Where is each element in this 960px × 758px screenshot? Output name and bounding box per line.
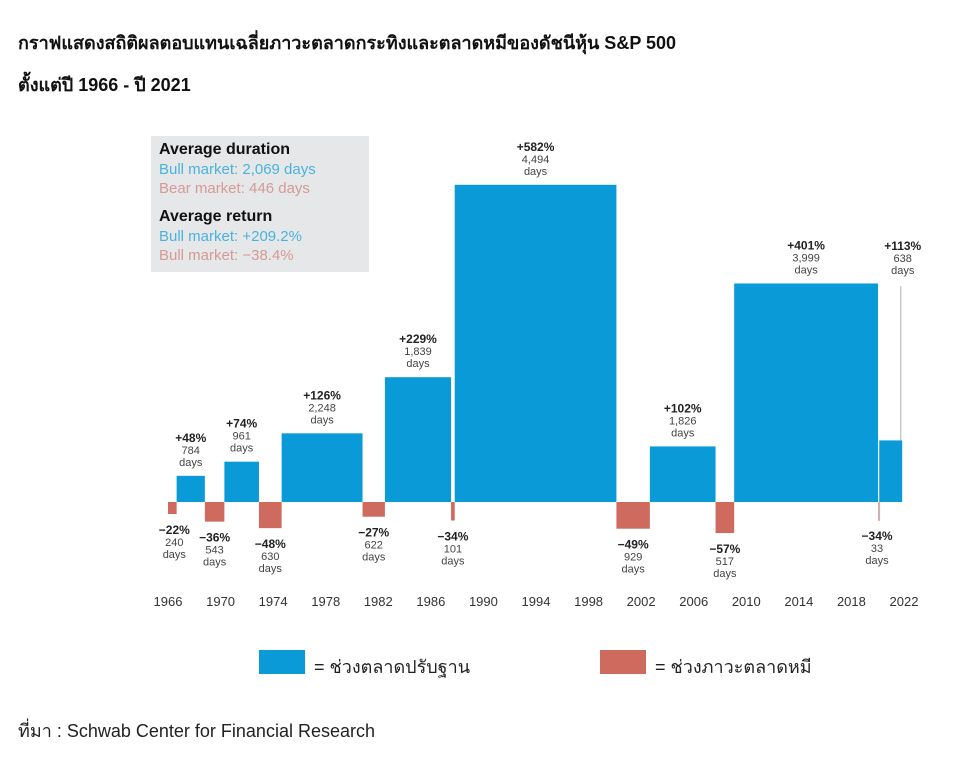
bear-duration: Bear market: 446 days xyxy=(159,180,310,197)
days-unit-label: days xyxy=(230,443,254,455)
return-heading: Average return xyxy=(159,208,273,225)
days-unit-label: days xyxy=(524,166,548,178)
bear-bar xyxy=(362,502,385,517)
legend-bear-label: = ช่วงภาวะตลาดหมี xyxy=(655,657,812,677)
bull-duration: Bull market: 2,069 days xyxy=(159,161,316,178)
days-label: 33 xyxy=(871,543,883,555)
x-tick-label: 2014 xyxy=(784,594,813,609)
bear-bar xyxy=(451,502,455,521)
days-unit-label: days xyxy=(362,552,386,564)
return-label: +126% xyxy=(303,388,341,402)
bull-bar xyxy=(384,377,452,502)
return-label: +113% xyxy=(884,239,921,253)
bull-return: Bull market: +209.2% xyxy=(159,228,302,245)
bear-bar xyxy=(204,502,225,522)
days-unit-label: days xyxy=(310,414,334,426)
days-unit-label: days xyxy=(794,264,818,276)
days-label: 240 xyxy=(165,537,183,549)
days-label: 784 xyxy=(182,445,200,457)
bear-bar xyxy=(258,502,282,529)
days-label: 517 xyxy=(716,556,734,568)
x-tick-label: 2006 xyxy=(679,594,708,609)
bear-bar xyxy=(616,502,650,529)
x-tick-label: 1998 xyxy=(574,594,603,609)
return-label: −34% xyxy=(862,529,893,543)
days-unit-label: days xyxy=(203,557,227,569)
days-unit-label: days xyxy=(441,556,465,568)
days-label: 101 xyxy=(444,544,462,556)
return-label: −36% xyxy=(199,531,230,545)
bear-bar xyxy=(715,502,735,534)
return-label: −27% xyxy=(358,526,389,540)
days-unit-label: days xyxy=(179,457,203,469)
days-label: 1,826 xyxy=(669,415,697,427)
x-tick-label: 1994 xyxy=(522,594,551,609)
return-label: −22% xyxy=(159,523,190,537)
days-unit-label: days xyxy=(865,555,889,567)
days-label: 1,839 xyxy=(404,346,432,358)
chart-title-line2: ตั้งแต่ปี 1966 - ปี 2021 xyxy=(18,75,191,95)
days-unit-label: days xyxy=(406,358,430,370)
x-tick-label: 1966 xyxy=(154,594,183,609)
return-label: −49% xyxy=(618,538,649,552)
days-label: 961 xyxy=(232,431,250,443)
days-unit-label: days xyxy=(713,568,737,580)
days-label: 630 xyxy=(261,551,279,563)
days-unit-label: days xyxy=(259,563,283,575)
days-label: 638 xyxy=(894,253,912,265)
bull-bar xyxy=(734,283,879,502)
duration-heading: Average duration xyxy=(159,141,290,158)
bear-bar xyxy=(168,502,177,514)
bull-bar xyxy=(454,184,617,502)
bull-bar xyxy=(879,440,903,502)
x-tick-label: 2022 xyxy=(890,594,919,609)
averages-infobox: Average duration Bull market: 2,069 days… xyxy=(151,136,369,272)
legend-bull-label: = ช่วงตลาดปรับฐาน xyxy=(314,657,471,677)
bull-bar xyxy=(281,433,363,502)
days-unit-label: days xyxy=(671,427,695,439)
return-label: −34% xyxy=(437,530,468,544)
days-unit-label: days xyxy=(163,549,187,561)
legend-bull-swatch xyxy=(259,650,305,674)
x-tick-label: 1982 xyxy=(364,594,393,609)
days-label: 543 xyxy=(205,545,223,557)
bull-bar xyxy=(224,461,259,502)
return-label: +102% xyxy=(664,401,702,415)
days-label: 622 xyxy=(365,540,383,552)
days-label: 2,248 xyxy=(308,402,336,414)
chart-title-line1: กราฟแสดงสถิติผลตอบแทนเฉลี่ยภาวะตลาดกระทิ… xyxy=(18,33,677,53)
days-unit-label: days xyxy=(622,564,646,576)
days-unit-label: days xyxy=(891,265,915,277)
days-label: 3,999 xyxy=(792,252,820,264)
days-label: 929 xyxy=(624,552,642,564)
x-tick-label: 1970 xyxy=(206,594,235,609)
return-label: +582% xyxy=(517,140,555,154)
bull-bar xyxy=(176,475,205,502)
return-label: +74% xyxy=(226,417,257,431)
return-label: −48% xyxy=(255,537,286,551)
return-label: +229% xyxy=(399,332,437,346)
x-tick-label: 1974 xyxy=(259,594,288,609)
legend-bear-swatch xyxy=(600,650,646,674)
x-tick-label: 1986 xyxy=(416,594,445,609)
x-tick-label: 1978 xyxy=(311,594,340,609)
return-label: −57% xyxy=(709,542,740,556)
return-label: +401% xyxy=(787,238,825,252)
bear-return: Bull market: −38.4% xyxy=(159,247,294,264)
source-note: ที่มา : Schwab Center for Financial Rese… xyxy=(18,721,375,741)
x-tick-label: 2010 xyxy=(732,594,761,609)
x-tick-label: 1990 xyxy=(469,594,498,609)
bull-bar xyxy=(649,446,716,502)
x-tick-label: 2018 xyxy=(837,594,866,609)
days-label: 4,494 xyxy=(522,154,550,166)
x-tick-label: 2002 xyxy=(627,594,656,609)
return-label: +48% xyxy=(175,431,206,445)
